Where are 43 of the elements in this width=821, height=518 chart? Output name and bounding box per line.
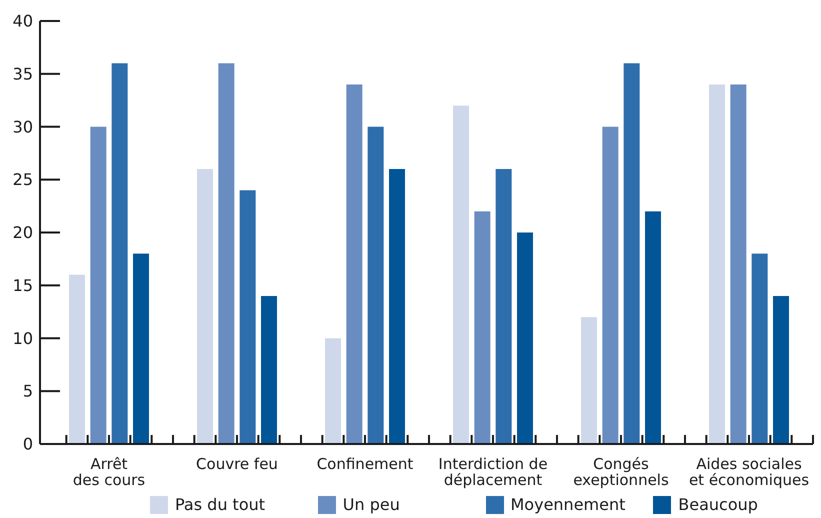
y-tick-label: 10 [12, 328, 33, 348]
bar [112, 63, 128, 444]
legend-label: Un peu [342, 495, 400, 514]
y-tick-label: 20 [12, 223, 33, 242]
legend-label: Pas du tout [175, 495, 266, 514]
bar [517, 232, 533, 444]
bar [325, 338, 341, 444]
bar [773, 296, 789, 444]
x-tick-label: Arrêt des cours [72, 455, 146, 489]
bar [581, 317, 597, 444]
bar [730, 84, 746, 444]
y-tick-label: 15 [12, 276, 33, 295]
bar [261, 296, 277, 444]
x-tick-label: Aides sociales et économiques [688, 455, 810, 489]
y-tick-label: 40 [12, 12, 33, 31]
y-tick-label: 0 [22, 434, 33, 454]
legend-label: Moyennement [510, 495, 626, 514]
bar [453, 106, 469, 444]
bar [496, 169, 512, 444]
bar [752, 254, 768, 444]
bar [197, 169, 213, 444]
bar [645, 211, 661, 444]
bar [709, 84, 725, 444]
x-tick-label: Interdiction de déplacement [438, 455, 548, 489]
bar [389, 169, 405, 444]
bar [240, 190, 256, 444]
y-tick-label: 30 [12, 117, 33, 136]
bar [133, 254, 149, 444]
y-tick-label: 5 [22, 382, 33, 401]
legend-label: Beaucoup [678, 495, 758, 514]
bar [368, 126, 384, 444]
bar [602, 126, 618, 444]
x-tick-label: Couvre feu [196, 455, 278, 473]
bar [218, 63, 234, 444]
y-tick-label: 25 [12, 170, 33, 190]
bar [474, 211, 490, 444]
x-tick-label: Congés exeptionnels [573, 455, 669, 489]
y-tick-label: 35 [12, 64, 33, 84]
bar [624, 63, 640, 444]
bar [69, 274, 85, 444]
bar [346, 84, 362, 444]
bar [90, 126, 106, 444]
x-tick-label: Confinement [316, 455, 414, 473]
